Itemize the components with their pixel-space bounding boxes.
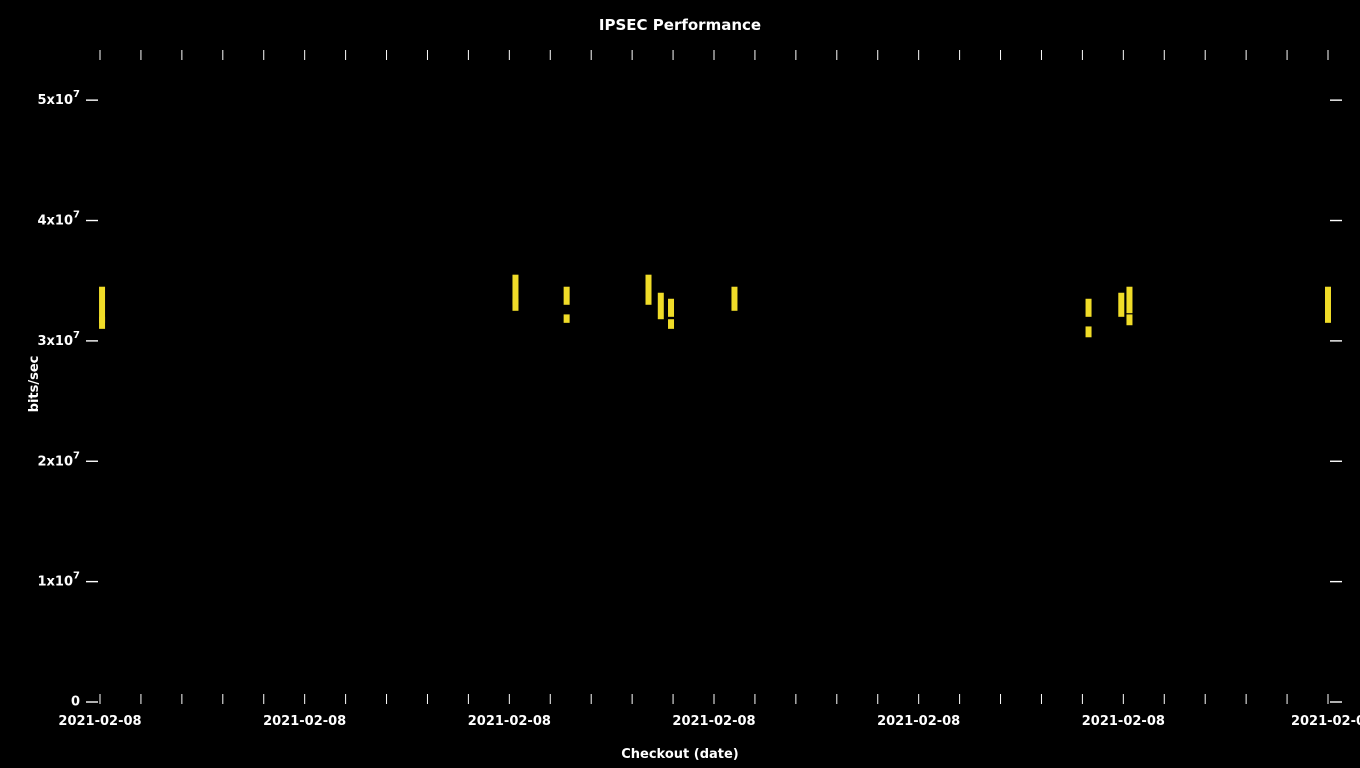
data-bar: [564, 287, 570, 305]
y-tick-label: 1x107: [38, 571, 81, 590]
ipsec-performance-chart: IPSEC Performance bits/sec Checkout (dat…: [0, 0, 1360, 768]
x-tick-label: 2021-02-08: [468, 714, 551, 729]
y-tick-label: 3x107: [38, 330, 81, 349]
data-bar: [1086, 326, 1092, 337]
data-bar: [99, 317, 105, 329]
data-bar: [658, 293, 664, 319]
x-tick-label: 2021-02-0: [1291, 714, 1360, 729]
x-tick-label: 2021-02-08: [877, 714, 960, 729]
y-tick-label: 2x107: [38, 450, 81, 469]
x-tick-label: 2021-02-08: [1082, 714, 1165, 729]
data-bar: [1118, 293, 1124, 317]
data-bar: [1325, 287, 1331, 323]
y-tick-label: 0: [71, 695, 80, 710]
y-tick-label: 4x107: [38, 210, 81, 229]
data-bar: [1126, 287, 1132, 313]
data-bar: [1126, 314, 1132, 325]
data-bar: [668, 319, 674, 329]
x-tick-label: 2021-02-08: [672, 714, 755, 729]
chart-canvas: 0 1x107 2x107 3x107 4x107 5x107 2021-02-08 2021…: [0, 0, 1360, 768]
data-bar: [564, 314, 570, 322]
data-bar: [1086, 299, 1092, 317]
x-tick-label: 2021-02-08: [263, 714, 346, 729]
x-tick-label: 2021-02-08: [58, 714, 141, 729]
y-tick-label: 5x107: [38, 89, 81, 108]
data-bar: [668, 299, 674, 317]
data-bar: [512, 299, 518, 311]
data-bar: [646, 275, 652, 305]
data-bar: [731, 287, 737, 311]
